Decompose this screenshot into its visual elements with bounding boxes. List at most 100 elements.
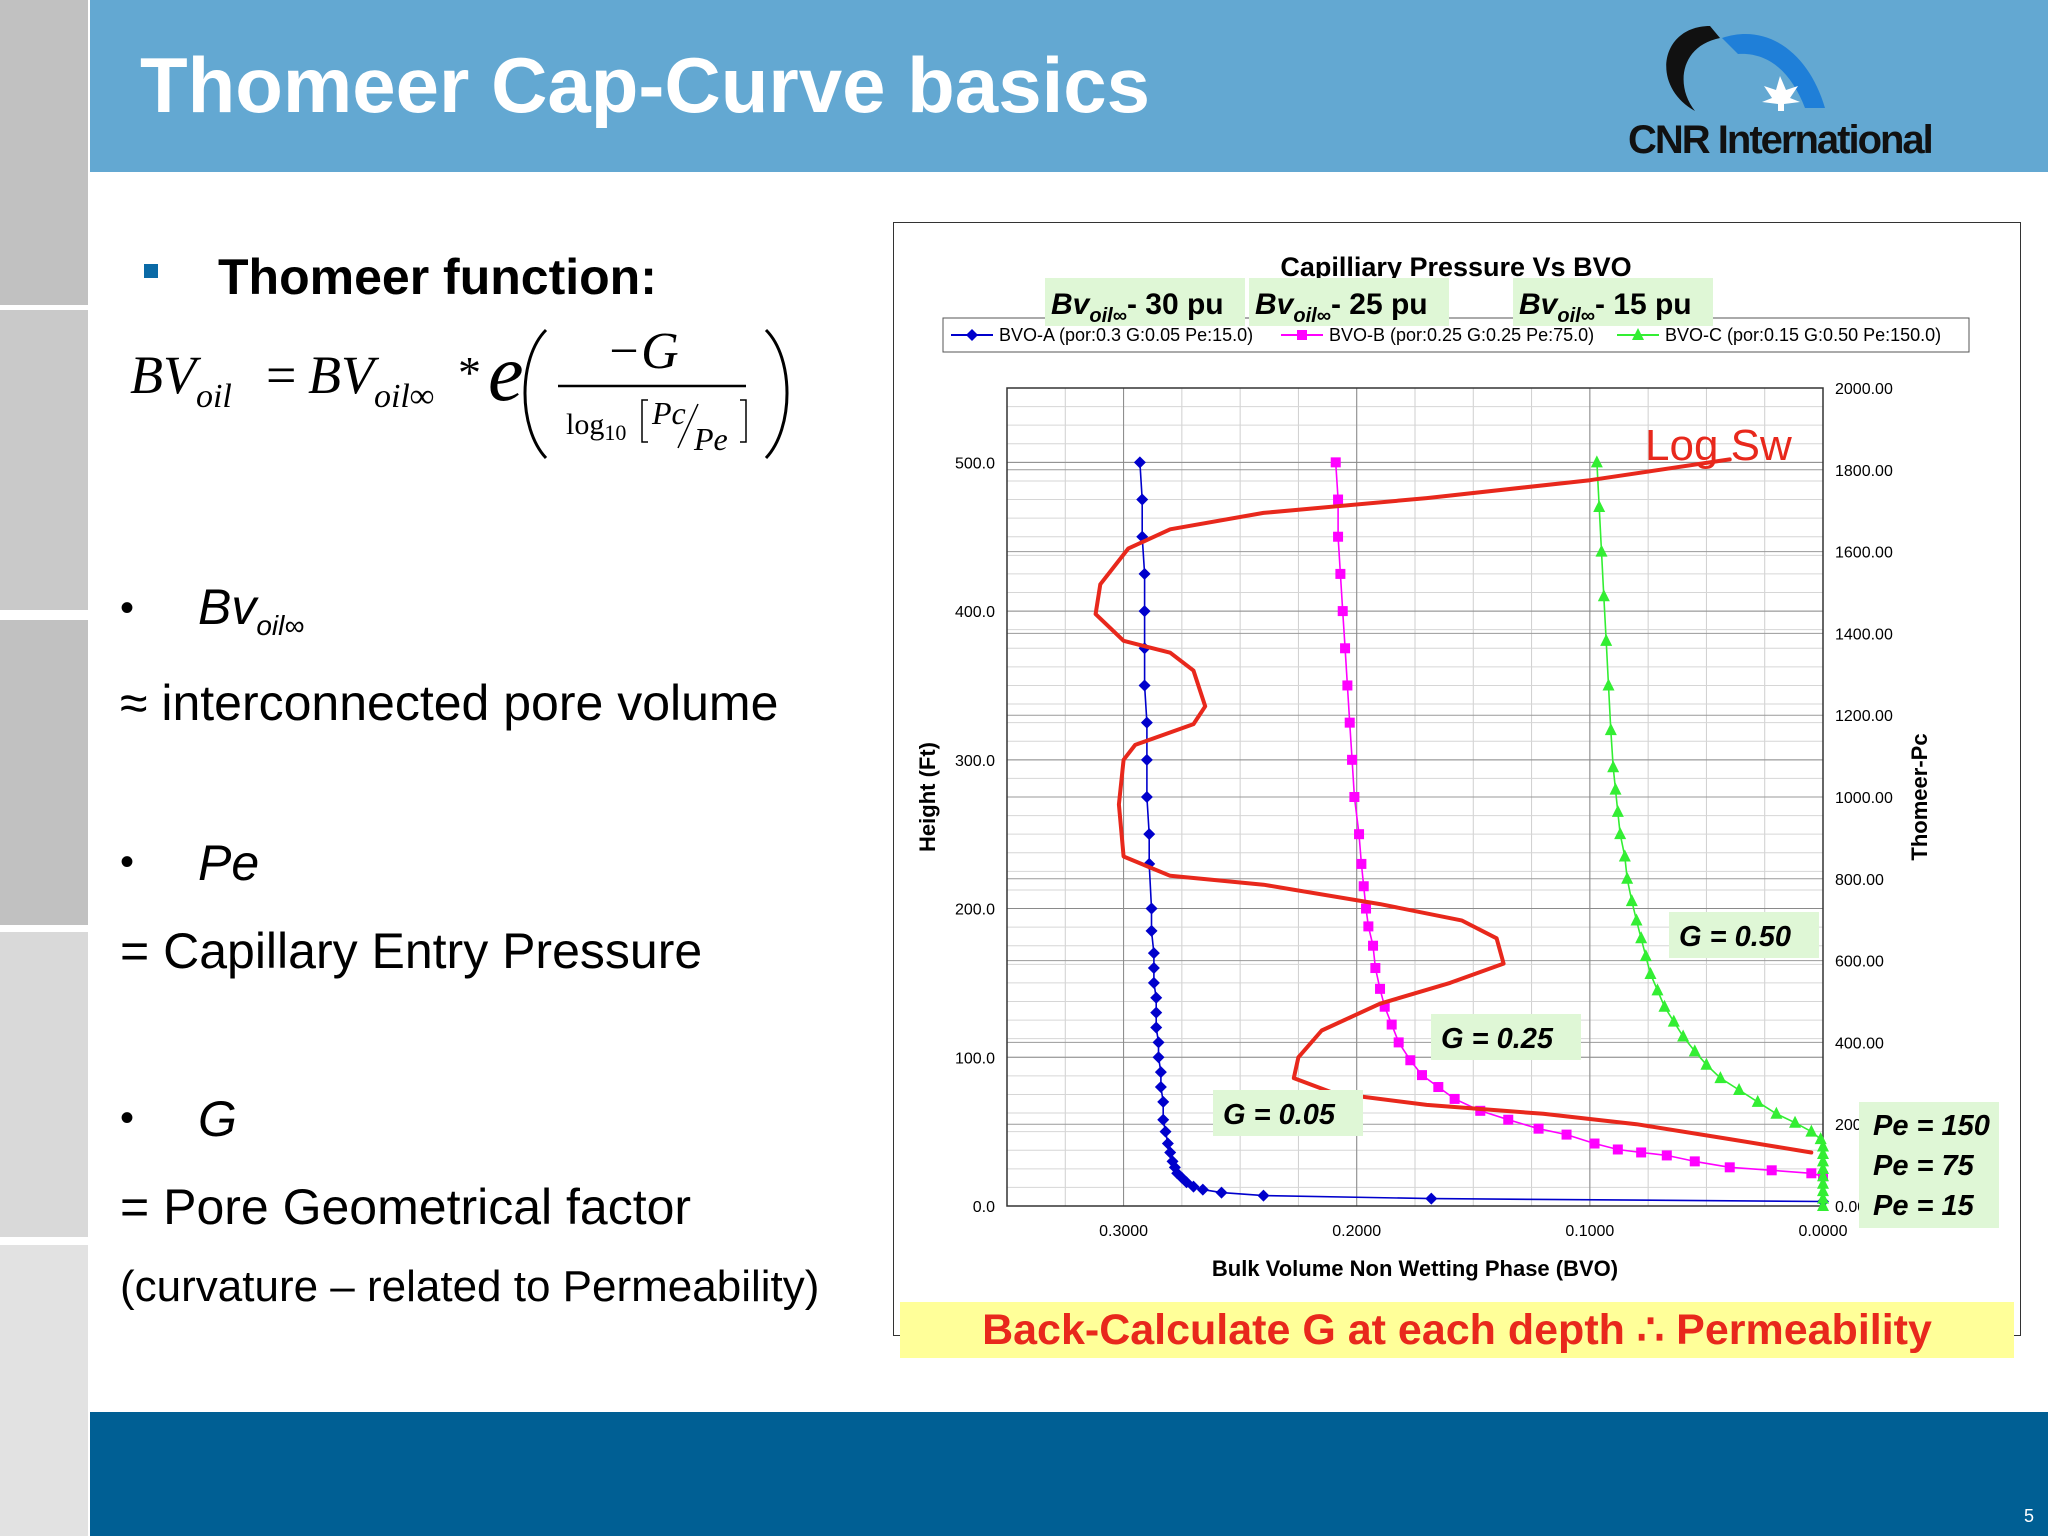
bvoil-label-2: Bvoil∞- 25 pu — [1255, 288, 1428, 327]
data-point-3 — [1817, 1146, 1829, 1159]
svg-text:Pe: Pe — [693, 421, 728, 457]
page-number: 5 — [2023, 1506, 2034, 1526]
data-point-2 — [1363, 921, 1374, 932]
data-point-2 — [1661, 1150, 1672, 1161]
data-point-2 — [1349, 792, 1360, 802]
data-point-1 — [1154, 1081, 1167, 1094]
pe-label-bg — [1859, 1102, 1999, 1228]
data-point-2 — [1347, 754, 1358, 765]
data-point-2 — [1689, 1156, 1700, 1167]
slide-title: Thomeer Cap-Curve basics — [140, 41, 1151, 129]
cnr-logo-icon — [1666, 26, 1825, 111]
data-point-1 — [1152, 1051, 1165, 1064]
x-axis-label: Bulk Volume Non Wetting Phase (BVO) — [1212, 1256, 1618, 1281]
term-g-desc: = Pore Geometrical factor — [120, 1179, 692, 1235]
data-point-3 — [1789, 1115, 1802, 1128]
data-point-2 — [1724, 1162, 1735, 1173]
x-tick-label: 0.0000 — [1799, 1223, 1848, 1240]
data-point-3 — [1651, 983, 1664, 996]
data-point-2 — [1358, 881, 1369, 892]
term-pe-desc: = Capillary Entry Pressure — [120, 923, 703, 979]
svg-text:BVoil: BVoil — [130, 345, 232, 415]
y2-tick-label: 1000.00 — [1835, 790, 1893, 807]
data-point-3 — [1733, 1082, 1746, 1095]
svg-text:Pc: Pc — [651, 395, 686, 431]
data-point-1 — [1140, 791, 1153, 803]
data-point-3 — [1614, 827, 1627, 840]
data-point-1 — [1145, 924, 1158, 937]
thomeer-function-heading: Thomeer function: — [218, 249, 657, 305]
bullet-dot-2: • — [120, 840, 135, 884]
data-point-1 — [1138, 567, 1151, 580]
data-point-2 — [1356, 858, 1367, 869]
data-point-1 — [1150, 991, 1163, 1004]
y-tick-label: 400.0 — [955, 604, 995, 621]
data-point-3 — [1817, 1154, 1829, 1167]
legend-marker-1 — [966, 329, 978, 341]
svg-text:e: e — [488, 330, 524, 418]
series-line-2 — [1334, 461, 1824, 1178]
data-point-2 — [1330, 457, 1341, 468]
data-point-3 — [1817, 1139, 1829, 1152]
log-sw-label: Log Sw — [1645, 421, 1792, 470]
term-pe: Pe — [198, 835, 260, 891]
log-sw-curve — [1093, 457, 1814, 1155]
g-label: G = 0.05 — [1223, 1099, 1336, 1131]
data-point-2 — [1405, 1055, 1416, 1066]
data-point-1 — [1147, 976, 1160, 989]
data-point-3 — [1639, 949, 1652, 962]
data-point-1 — [1257, 1189, 1270, 1202]
data-point-1 — [1140, 716, 1153, 729]
legend-entry-1: BVO-A (por:0.3 G:0.05 Pe:15.0) — [999, 325, 1253, 345]
data-point-1 — [1154, 1066, 1167, 1079]
data-point-3 — [1595, 544, 1608, 557]
g-label-bg — [1213, 1090, 1363, 1136]
term-bvoil-desc: ≈ interconnected pore volume — [120, 675, 779, 731]
data-point-3 — [1609, 782, 1622, 795]
data-point-1 — [1150, 1006, 1163, 1019]
y-tick-label: 100.0 — [955, 1050, 995, 1067]
data-point-1 — [1215, 1186, 1228, 1199]
y2-tick-label: 400.00 — [1835, 1035, 1884, 1052]
data-point-2 — [1370, 963, 1381, 974]
data-point-2 — [1433, 1082, 1444, 1093]
data-point-3 — [1677, 1029, 1690, 1042]
y2-axis-label: Thomeer-Pc — [1907, 733, 1932, 860]
data-point-1 — [1147, 947, 1160, 960]
data-point-1 — [1425, 1192, 1438, 1205]
data-point-3 — [1604, 723, 1617, 736]
data-point-2 — [1533, 1123, 1544, 1134]
bvoil-label-bg-3 — [1513, 278, 1713, 326]
bullet-dot-1: • — [120, 586, 135, 630]
data-point-1 — [1168, 1161, 1181, 1174]
capillary-pressure-chart: 0.3000 0.2000 0.1000 0.0000 0.0 100.0 200.0 300… — [915, 252, 1999, 1281]
g-label: G = 0.50 — [1679, 921, 1791, 953]
x-tick-label: 0.1000 — [1565, 1223, 1614, 1240]
data-point-3 — [1630, 913, 1643, 926]
data-point-1 — [1136, 493, 1149, 506]
data-point-3 — [1667, 1014, 1680, 1027]
data-point-3 — [1770, 1106, 1783, 1119]
data-point-2 — [1333, 494, 1344, 505]
pe-label: Pe = 150 — [1873, 1110, 1990, 1142]
y-tick-label: 0.0 — [973, 1199, 995, 1216]
data-point-3 — [1635, 931, 1648, 944]
y2-tick-label: 0.00 — [1835, 1199, 1866, 1216]
data-point-2 — [1449, 1093, 1460, 1104]
data-point-3 — [1817, 1184, 1829, 1197]
bvoil-label-bg-1 — [1045, 278, 1245, 326]
g-label-bg — [1431, 1014, 1581, 1060]
data-point-3 — [1618, 849, 1631, 862]
data-point-2 — [1503, 1114, 1514, 1125]
bullet-square-icon — [144, 264, 158, 278]
data-point-3 — [1688, 1044, 1701, 1057]
data-point-2 — [1335, 568, 1346, 579]
data-point-1 — [1150, 1021, 1163, 1034]
data-point-3 — [1597, 589, 1610, 602]
data-point-3 — [1607, 760, 1620, 773]
svg-text:=: = — [266, 345, 296, 405]
note-text: (curvature – related to Permeability) — [120, 1262, 820, 1311]
svg-text:*: * — [458, 347, 481, 398]
banner-text: Back-Calculate G at each depth ∴ Permeab… — [982, 1306, 1932, 1354]
data-point-3 — [1817, 1199, 1829, 1211]
